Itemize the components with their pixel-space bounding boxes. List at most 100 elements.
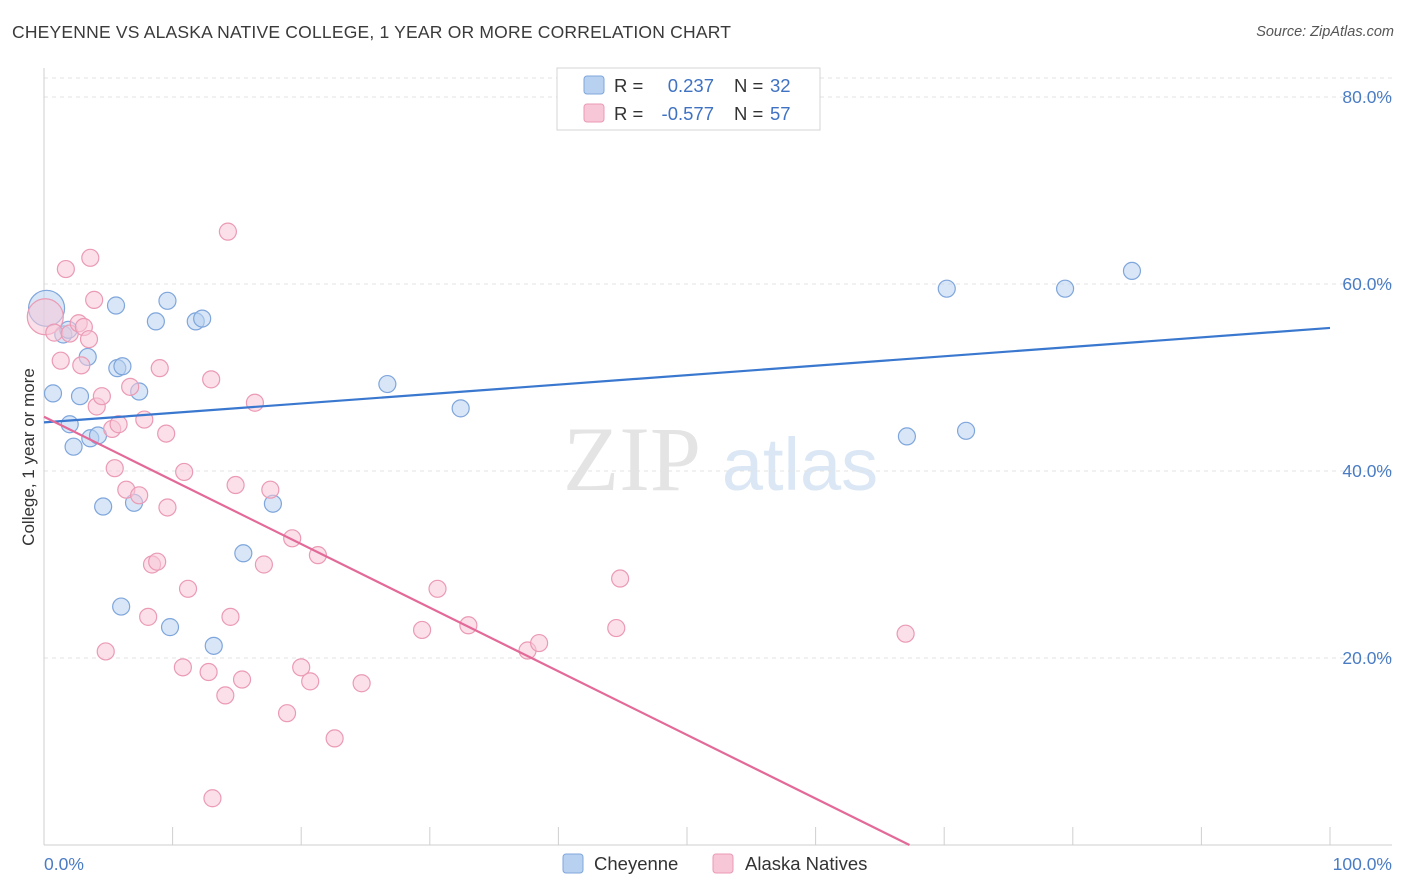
cheyenne-point bbox=[956, 421, 976, 440]
cheyenne-point bbox=[146, 312, 165, 331]
cheyenne-point bbox=[204, 636, 223, 655]
cheyenne-point bbox=[193, 309, 212, 328]
alaska-natives-point bbox=[352, 674, 371, 693]
y-tick-label: 80.0% bbox=[1342, 87, 1392, 107]
alaska-natives-points bbox=[26, 222, 915, 808]
alaska-natives-point bbox=[72, 356, 91, 375]
legend-n-value-2: 57 bbox=[770, 103, 791, 124]
cheyenne-point bbox=[113, 357, 132, 376]
alaska-natives-point bbox=[611, 569, 630, 588]
alaska-natives-point bbox=[56, 259, 75, 279]
alaska-natives-point bbox=[301, 672, 320, 691]
alaska-natives-point bbox=[85, 290, 104, 309]
alaska-natives-point bbox=[325, 729, 344, 748]
watermark-atlas: atlas bbox=[722, 423, 878, 506]
cheyenne-point bbox=[378, 374, 397, 394]
alaska-natives-point bbox=[121, 377, 140, 396]
alaska-natives-point bbox=[148, 552, 167, 571]
alaska-natives-point bbox=[109, 415, 128, 434]
series-legend-alaska-natives: Alaska Natives bbox=[745, 853, 867, 874]
cheyenne-point bbox=[106, 296, 126, 315]
x-tick-label-min: 0.0% bbox=[44, 854, 84, 874]
alaska-natives-point bbox=[428, 579, 447, 598]
source-credit: Source: ZipAtlas.com bbox=[1256, 24, 1394, 40]
alaska-natives-point bbox=[216, 686, 235, 705]
alaska-natives-point bbox=[245, 393, 265, 412]
series-legend-cheyenne: Cheyenne bbox=[594, 853, 678, 874]
alaska-natives-point bbox=[51, 351, 70, 370]
cheyenne-point bbox=[451, 399, 470, 418]
watermark-zip: ZIP bbox=[563, 408, 701, 510]
cheyenne-point bbox=[1055, 279, 1075, 298]
alaska-natives-point bbox=[130, 486, 149, 505]
alaska-natives-point bbox=[292, 658, 311, 677]
alaska-natives-point bbox=[45, 323, 64, 342]
y-axis-label: College, 1 year or more bbox=[19, 368, 38, 546]
y-tick-label: 60.0% bbox=[1342, 274, 1392, 294]
alaska-natives-point bbox=[412, 620, 432, 640]
trendlines bbox=[43, 326, 1331, 846]
y-tick-label: 20.0% bbox=[1342, 648, 1392, 668]
alaska-natives-point bbox=[203, 789, 222, 808]
cheyenne-point bbox=[234, 544, 253, 563]
legend-swatch-cheyenne bbox=[583, 75, 605, 95]
alaska-natives-point bbox=[105, 459, 124, 478]
alaska-natives-point bbox=[226, 475, 245, 495]
alaska-natives-point bbox=[96, 642, 115, 661]
cheyenne-point bbox=[112, 597, 131, 616]
cheyenne-point bbox=[1122, 261, 1142, 281]
y-tick-label: 40.0% bbox=[1342, 461, 1392, 481]
alaska-natives-point bbox=[150, 359, 169, 378]
cheyenne-point bbox=[64, 437, 83, 456]
alaska-natives-point bbox=[218, 222, 237, 241]
alaska-natives-point bbox=[221, 607, 240, 626]
alaska-natives-point bbox=[459, 616, 478, 635]
legend-n-label-1: N = bbox=[734, 75, 763, 96]
legend-r-value-1: 0.237 bbox=[668, 75, 714, 96]
series-legend-swatch-cheyenne bbox=[562, 853, 584, 874]
alaska-natives-point bbox=[607, 618, 626, 638]
series-legend: Cheyenne Alaska Natives bbox=[562, 853, 867, 874]
alaska-natives-point bbox=[92, 387, 111, 406]
alaska-natives-point bbox=[283, 529, 302, 548]
y-tick-labels: 20.0% 40.0% 60.0% 80.0% bbox=[1342, 87, 1392, 668]
legend-swatch-alaska-natives bbox=[583, 103, 605, 123]
alaska-natives-point bbox=[175, 462, 194, 482]
cheyenne-point bbox=[160, 618, 180, 637]
legend-r-label-2: R = bbox=[614, 103, 643, 124]
alaska-natives-point bbox=[530, 633, 549, 653]
axes bbox=[43, 68, 1392, 846]
alaska-natives-point bbox=[199, 662, 218, 682]
alaska-natives-point bbox=[232, 670, 252, 689]
cheyenne-point bbox=[43, 384, 63, 403]
alaska-natives-point bbox=[277, 704, 297, 723]
cheyenne-trendline bbox=[43, 326, 1331, 424]
legend-n-label-2: N = bbox=[734, 103, 763, 124]
legend-n-value-1: 32 bbox=[770, 75, 791, 96]
alaska-natives-point bbox=[202, 370, 221, 389]
x-tick-label-max: 100.0% bbox=[1333, 854, 1392, 874]
stats-legend: R = 0.237 N = 32 R = -0.577 N = 57 bbox=[556, 67, 821, 131]
legend-r-label-1: R = bbox=[614, 75, 643, 96]
alaska-natives-point bbox=[139, 607, 158, 626]
alaska-natives-point bbox=[158, 498, 177, 517]
x-tick-marks bbox=[43, 827, 1331, 845]
cheyenne-point bbox=[94, 497, 113, 516]
alaska-natives-point bbox=[157, 424, 176, 443]
alaska-natives-point bbox=[81, 248, 100, 267]
alaska-natives-trendline bbox=[43, 415, 910, 846]
series-legend-swatch-alaska-natives bbox=[712, 853, 734, 874]
cheyenne-point bbox=[937, 279, 956, 298]
alaska-natives-point bbox=[173, 658, 192, 677]
cheyenne-point bbox=[70, 387, 90, 406]
chart-title: CHEYENNE VS ALASKA NATIVE COLLEGE, 1 YEA… bbox=[12, 22, 732, 42]
alaska-natives-point bbox=[79, 330, 99, 349]
alaska-natives-point bbox=[254, 555, 274, 574]
legend-r-value-2: -0.577 bbox=[662, 103, 714, 124]
cheyenne-point bbox=[158, 291, 177, 310]
alaska-natives-point bbox=[896, 624, 915, 643]
gridlines bbox=[44, 77, 1392, 659]
cheyenne-point bbox=[897, 427, 917, 446]
alaska-natives-point bbox=[261, 480, 280, 499]
